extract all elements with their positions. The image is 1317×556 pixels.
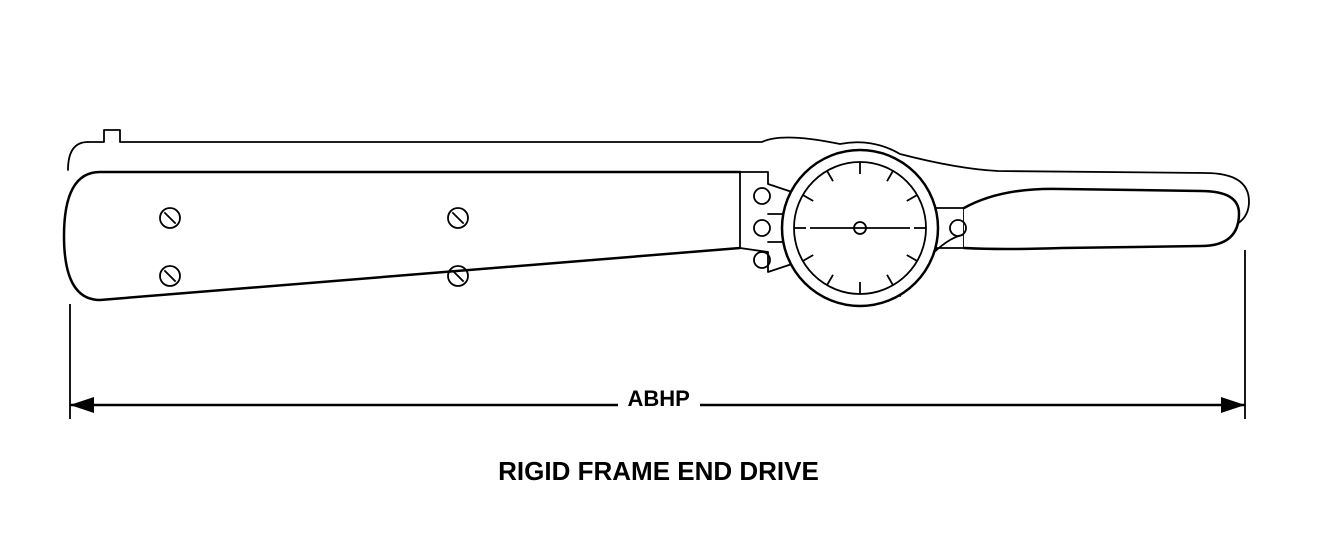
dimension-label: ABHP [618, 386, 700, 412]
diagram-title: RIGID FRAME END DRIVE [0, 456, 1317, 487]
